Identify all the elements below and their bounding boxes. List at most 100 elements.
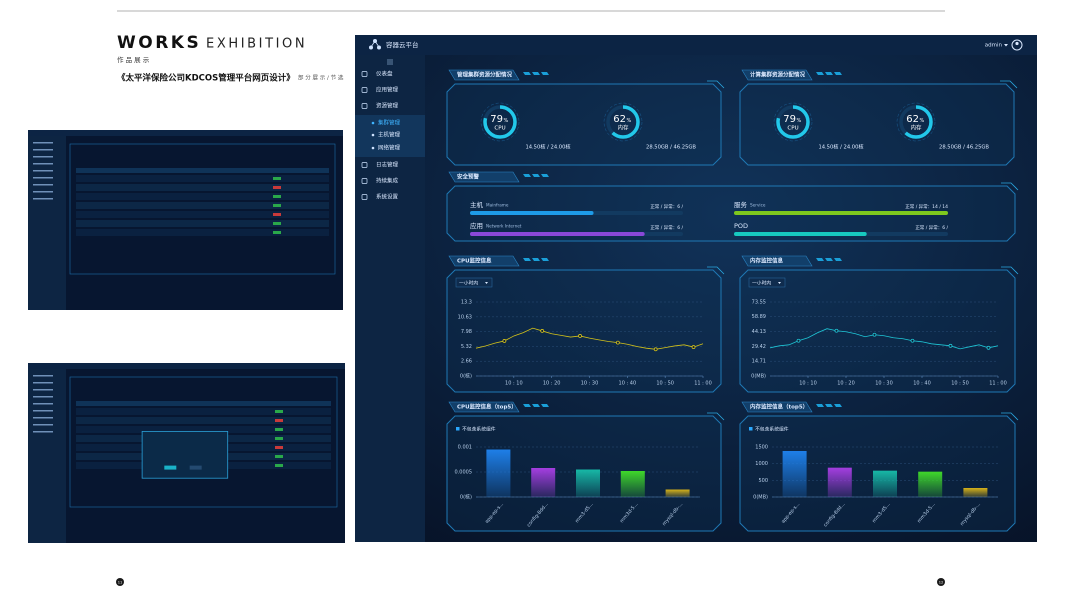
panel-title: 内存监控信息（top5） bbox=[750, 403, 808, 411]
title-stripe bbox=[834, 258, 842, 261]
top-bar bbox=[355, 35, 1037, 55]
submenu-bg bbox=[355, 115, 425, 157]
thumb-menu bbox=[33, 410, 53, 412]
panel-title: CPU监控信息（top5） bbox=[457, 403, 517, 411]
title-stripe bbox=[523, 174, 531, 177]
x-tick-label: 10 : 50 bbox=[656, 381, 674, 387]
user-name[interactable]: admin bbox=[985, 43, 1003, 49]
bar bbox=[620, 471, 645, 497]
menu-icon bbox=[361, 87, 368, 93]
menu-item[interactable]: 主机管理 bbox=[378, 131, 401, 139]
x-tick-label: 10 : 20 bbox=[543, 381, 561, 387]
gauge-detail: 28.50GB / 46.25GB bbox=[646, 145, 696, 151]
gauge-unit: % bbox=[504, 118, 509, 124]
title-light: EXHIBITION bbox=[206, 37, 307, 52]
filter-select[interactable] bbox=[455, 277, 493, 288]
page-number-dot bbox=[116, 578, 124, 586]
gauge-unit: % bbox=[627, 118, 632, 124]
menu-icon bbox=[361, 103, 368, 109]
alert-status: 正常 / 异常：6 / bbox=[650, 203, 683, 210]
thumb-menu bbox=[33, 417, 53, 419]
title-stripe bbox=[532, 72, 540, 75]
y-tick-label: 0(核) bbox=[460, 373, 472, 380]
filter-label[interactable]: 一小时内 bbox=[459, 279, 478, 286]
title-stripe bbox=[532, 258, 540, 261]
thumb-menu bbox=[33, 149, 53, 151]
line-point bbox=[691, 345, 696, 349]
x-tick-label: 10 : 40 bbox=[619, 381, 637, 387]
filter-select[interactable] bbox=[748, 277, 786, 288]
menu-item[interactable]: 网络管理 bbox=[378, 144, 401, 152]
user-avatar[interactable] bbox=[1011, 39, 1023, 51]
alert-bar bbox=[470, 232, 645, 236]
gauge-detail: 14.50核 / 24.00核 bbox=[818, 143, 863, 151]
line-point bbox=[948, 343, 953, 348]
gauge-arc bbox=[606, 105, 640, 139]
alert-sub: Mainframe bbox=[486, 203, 509, 208]
menu-item[interactable]: 系统设置 bbox=[376, 193, 399, 201]
title-tag bbox=[741, 255, 813, 267]
menu-item[interactable]: 资源管理 bbox=[376, 102, 399, 110]
panel-corner bbox=[1001, 266, 1019, 275]
y-tick-label: 0.001 bbox=[458, 445, 472, 451]
thumb-tag bbox=[273, 186, 281, 189]
line-point bbox=[578, 334, 582, 338]
menu-toggle[interactable] bbox=[387, 59, 393, 65]
x-tick-label: 10 : 40 bbox=[913, 381, 931, 387]
menu-item[interactable]: 日志管理 bbox=[376, 161, 399, 169]
gauge-outer bbox=[896, 102, 936, 142]
thumb-tag bbox=[275, 455, 283, 458]
title-tag bbox=[448, 171, 520, 183]
thumb-tag bbox=[273, 195, 281, 198]
gauge-detail: 14.50核 / 24.00核 bbox=[525, 143, 570, 151]
alert-status: 正常 / 异常：14 / 14 bbox=[905, 203, 948, 210]
menu-dot bbox=[371, 146, 375, 150]
title-tag bbox=[448, 255, 520, 267]
panel-frame bbox=[446, 269, 722, 393]
thumb-menu bbox=[33, 198, 53, 200]
line-point bbox=[796, 338, 801, 343]
thumb-menu bbox=[33, 424, 53, 426]
thumb-panel bbox=[69, 143, 336, 275]
filter-label[interactable]: 一小时内 bbox=[752, 279, 771, 286]
panel-frame bbox=[446, 83, 722, 166]
menu-item[interactable]: 仪表盘 bbox=[376, 70, 393, 78]
y-tick-label: 2.66 bbox=[461, 359, 472, 365]
gauge-detail: 28.50GB / 46.25GB bbox=[939, 145, 989, 151]
dashboard-bg bbox=[355, 35, 1037, 542]
thumb-menu bbox=[33, 396, 53, 398]
gauge-outer bbox=[603, 102, 643, 142]
line-series bbox=[769, 328, 999, 350]
gauge-value: 79 bbox=[783, 114, 796, 125]
alert-status: 正常 / 异常：6 / bbox=[650, 224, 683, 231]
title-tag bbox=[741, 69, 813, 81]
legend-swatch bbox=[456, 427, 460, 431]
bar bbox=[576, 469, 600, 497]
alert-status: 正常 / 异常：6 / bbox=[915, 224, 948, 231]
gauge-value: 62 bbox=[613, 114, 626, 125]
menu-item[interactable]: 集群管理 bbox=[378, 119, 401, 127]
title-stripe bbox=[825, 258, 833, 261]
title-stripe bbox=[834, 72, 842, 75]
thumb-tag bbox=[273, 204, 281, 207]
thumb-panel bbox=[69, 376, 338, 508]
alert-name: 主机 bbox=[470, 200, 484, 209]
bar bbox=[827, 467, 852, 497]
brand-icon bbox=[368, 39, 381, 50]
y-tick-label: 29.42 bbox=[752, 344, 766, 350]
thumb-menu bbox=[33, 142, 53, 144]
menu-item[interactable]: 持续集成 bbox=[376, 177, 399, 185]
y-tick-label: 58.89 bbox=[752, 314, 766, 320]
thumb-tag bbox=[273, 231, 281, 234]
title-stripe bbox=[541, 404, 549, 407]
thumb-sidebar bbox=[28, 136, 66, 310]
y-tick-label: 500 bbox=[758, 478, 768, 484]
user-caret[interactable] bbox=[1004, 44, 1008, 47]
panel-title: 管理集群资源分配情况 bbox=[457, 71, 513, 79]
menu-item[interactable]: 应用管理 bbox=[376, 86, 399, 94]
panel-title: 内存监控信息 bbox=[750, 257, 784, 265]
thumb-tag bbox=[273, 222, 281, 225]
thumb-menu bbox=[33, 403, 53, 405]
title-stripe bbox=[541, 258, 549, 261]
thumb-row bbox=[76, 211, 329, 218]
